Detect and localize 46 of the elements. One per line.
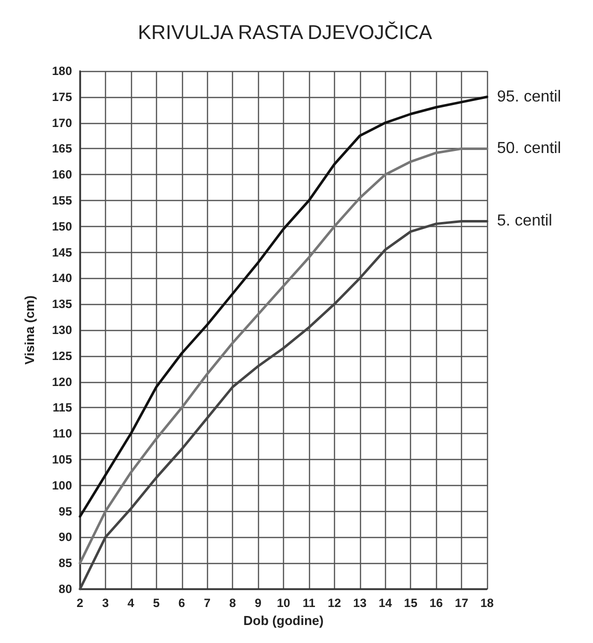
series-label: 5. centil: [497, 212, 552, 230]
x-axis-title: Dob (godine): [243, 612, 324, 628]
x-tick-label: 16: [429, 596, 444, 610]
y-tick-label: 140: [52, 271, 72, 286]
y-tick-label: 135: [52, 297, 72, 312]
y-axis-title: Visina (cm): [22, 295, 37, 365]
x-tick-label: 10: [276, 596, 290, 610]
series-label: 95. centil: [497, 88, 562, 106]
x-tick-label: 18: [480, 596, 494, 610]
series-label: 50. centil: [497, 140, 562, 158]
y-tick-label: 85: [58, 556, 72, 570]
line-series: [78, 147, 488, 564]
y-tick-label: 80: [58, 582, 72, 596]
y-tick-label: 165: [52, 142, 72, 156]
y-tick-label: 125: [52, 348, 72, 363]
x-tick-label: 13: [353, 596, 367, 610]
y-tick-label: 150: [52, 219, 72, 234]
y-tick-label: 180: [52, 64, 72, 78]
y-tick-label: 130: [52, 323, 72, 337]
x-tick-label: 4: [128, 596, 135, 610]
x-tick-label: 9: [254, 596, 262, 610]
y-tick-label: 175: [52, 90, 72, 104]
y-tick-label: 105: [52, 452, 72, 466]
y-tick-label: 155: [52, 194, 72, 208]
x-tick-label: 2: [76, 596, 84, 610]
y-tick-label: 100: [52, 478, 72, 492]
y-tick-label: 90: [58, 530, 72, 544]
x-tick-label: 15: [404, 596, 418, 610]
y-tick-label: 115: [52, 400, 72, 415]
x-tick-label: 6: [178, 596, 186, 610]
line-series: [78, 96, 488, 518]
x-tick-label: 5: [152, 596, 160, 610]
y-tick-label: 110: [52, 426, 72, 441]
y-tick-label: 160: [52, 168, 72, 182]
x-tick-label: 17: [454, 596, 469, 610]
x-tick-label: 11: [302, 596, 316, 610]
y-tick-label: 120: [52, 374, 72, 389]
chart-title: KRIVULJA RASTA DJEVOJČICA: [138, 21, 433, 44]
y-tick-label: 95: [58, 504, 72, 518]
y-tick-label: 145: [52, 245, 72, 260]
x-tick-label: 12: [328, 596, 342, 610]
x-tick-label: 7: [204, 596, 211, 610]
x-tick-label: 14: [378, 596, 392, 610]
x-tick-label: 3: [102, 596, 110, 610]
y-tick-label: 170: [52, 116, 72, 130]
x-tick-label: 8: [229, 596, 236, 610]
